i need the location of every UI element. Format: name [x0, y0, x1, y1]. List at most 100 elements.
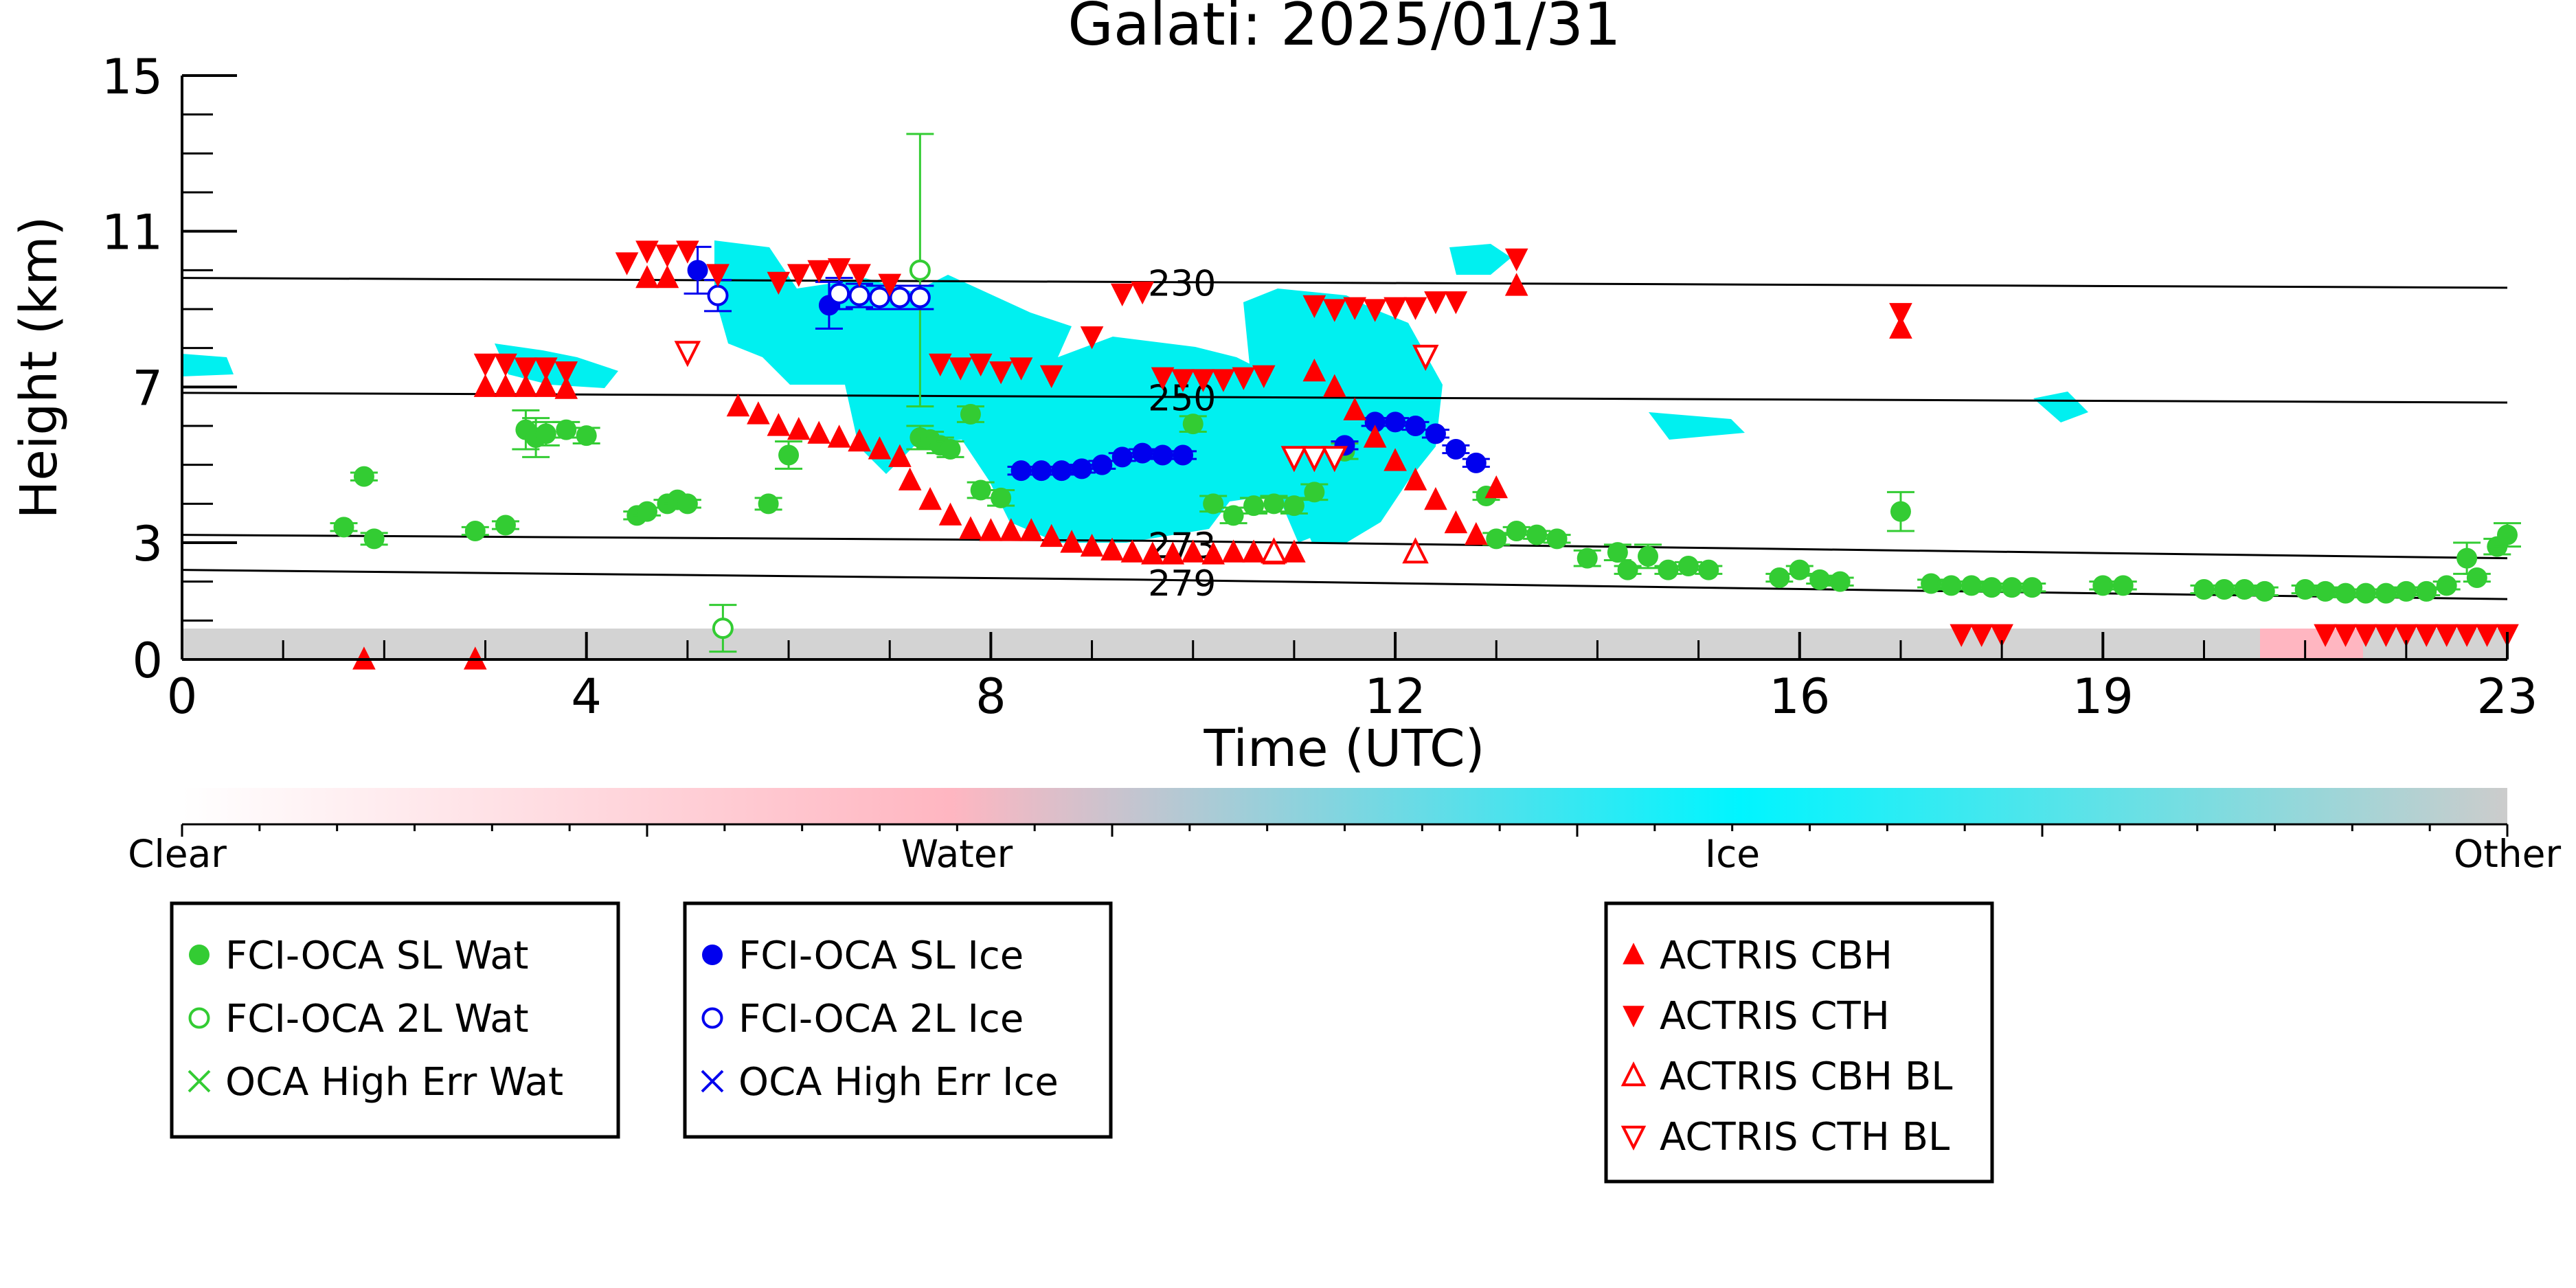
data-point — [918, 486, 942, 510]
colorbar-label-clear: Clear — [128, 832, 227, 876]
data-point — [848, 428, 871, 452]
data-point — [637, 501, 657, 522]
data-point — [1445, 439, 1467, 460]
data-point — [1526, 524, 1548, 545]
data-point — [1019, 518, 1043, 541]
data-point — [556, 419, 577, 440]
data-point — [2213, 579, 2235, 600]
data-point — [2455, 624, 2478, 647]
legend-water-box — [170, 901, 620, 1139]
colorbar-label-ice: Ice — [1705, 832, 1760, 876]
data-point — [473, 353, 497, 377]
data-point — [1698, 559, 1719, 580]
x-tick-label: 16 — [1769, 668, 1830, 725]
data-point — [1617, 559, 1638, 580]
data-point — [2294, 579, 2316, 600]
data-point — [807, 260, 831, 284]
data-point — [2234, 579, 2255, 600]
data-point — [1092, 454, 1113, 475]
ice-cloud-west — [495, 343, 618, 388]
data-point — [1424, 486, 1447, 510]
y-tick-label: 3 — [132, 516, 163, 572]
data-point — [767, 413, 791, 436]
data-point — [1403, 297, 1427, 320]
data-point — [1301, 446, 1328, 473]
data-point — [1486, 528, 1507, 550]
data-point — [677, 493, 698, 515]
data-point — [554, 376, 578, 399]
legend-label: ACTRIS CBH — [1660, 934, 1893, 978]
data-point — [1941, 575, 1962, 596]
data-point — [2415, 624, 2439, 647]
data-point — [1221, 539, 1245, 563]
data-point — [655, 245, 679, 268]
data-point — [1302, 358, 1326, 382]
data-point — [1322, 374, 1346, 397]
data-point — [1242, 539, 1265, 563]
data-point — [2112, 575, 2134, 596]
colorbar-label-other: Other — [2454, 832, 2562, 876]
data-point — [1151, 367, 1175, 390]
data-point — [1577, 547, 1598, 569]
data-point — [1465, 452, 1487, 473]
data-point — [787, 416, 811, 440]
data-point — [635, 264, 659, 289]
data-point — [1829, 571, 1851, 592]
data-point — [969, 353, 993, 377]
data-point — [928, 353, 952, 377]
legend-marker — [188, 1070, 211, 1093]
data-point — [1638, 545, 1659, 567]
data-point — [1363, 299, 1387, 322]
legend-ice-box — [683, 901, 1113, 1139]
data-point — [1181, 539, 1205, 563]
data-point — [576, 425, 597, 447]
isotherm-label: 279 — [1148, 563, 1216, 605]
data-point — [1484, 475, 1509, 499]
data-point — [635, 240, 659, 264]
series-actris-cth-bl — [674, 341, 1439, 473]
data-point — [1080, 533, 1104, 557]
data-point — [1304, 482, 1325, 503]
data-point — [758, 493, 779, 515]
data-point — [2395, 624, 2418, 647]
data-point — [1223, 505, 1244, 526]
data-point — [2193, 579, 2215, 600]
data-point — [868, 436, 892, 460]
data-point — [333, 517, 354, 538]
data-point — [1071, 458, 1092, 479]
ground-clutter — [182, 629, 2507, 659]
y-ticks: 0 3 7 11 15 — [102, 49, 237, 689]
data-point — [807, 420, 831, 444]
isotherm-230 — [182, 277, 2507, 289]
y-tick-label: 15 — [102, 49, 163, 105]
x-ticks: 0 4 8 12 16 19 23 — [167, 632, 2538, 725]
legend-marker — [188, 1007, 210, 1029]
y-axis-label: Height (km) — [10, 216, 69, 519]
data-point — [1283, 495, 1304, 517]
legend-marker — [1620, 1061, 1647, 1087]
data-point — [1343, 297, 1367, 320]
data-point — [2355, 583, 2376, 604]
data-point — [1203, 493, 1224, 515]
data-point — [726, 393, 750, 417]
data-point — [2315, 580, 2336, 602]
data-point — [1263, 493, 1285, 515]
data-point — [1283, 539, 1306, 563]
data-point — [353, 466, 374, 487]
data-point — [848, 284, 870, 306]
isotherm-279 — [182, 569, 2507, 600]
data-point — [1383, 297, 1407, 320]
y-tick-label: 0 — [132, 633, 163, 689]
ice-cloud-small-1 — [1449, 244, 1511, 275]
data-point — [1302, 295, 1326, 319]
data-markers — [330, 133, 2521, 670]
data-point — [473, 374, 497, 397]
data-point — [2436, 575, 2457, 596]
data-point — [1546, 528, 1568, 550]
ice-cloud-east — [1243, 289, 1443, 543]
data-point — [363, 528, 385, 550]
data-point — [2416, 580, 2437, 602]
data-point — [514, 374, 538, 397]
colorbar-ticks — [181, 824, 2509, 837]
data-point — [1152, 444, 1173, 466]
